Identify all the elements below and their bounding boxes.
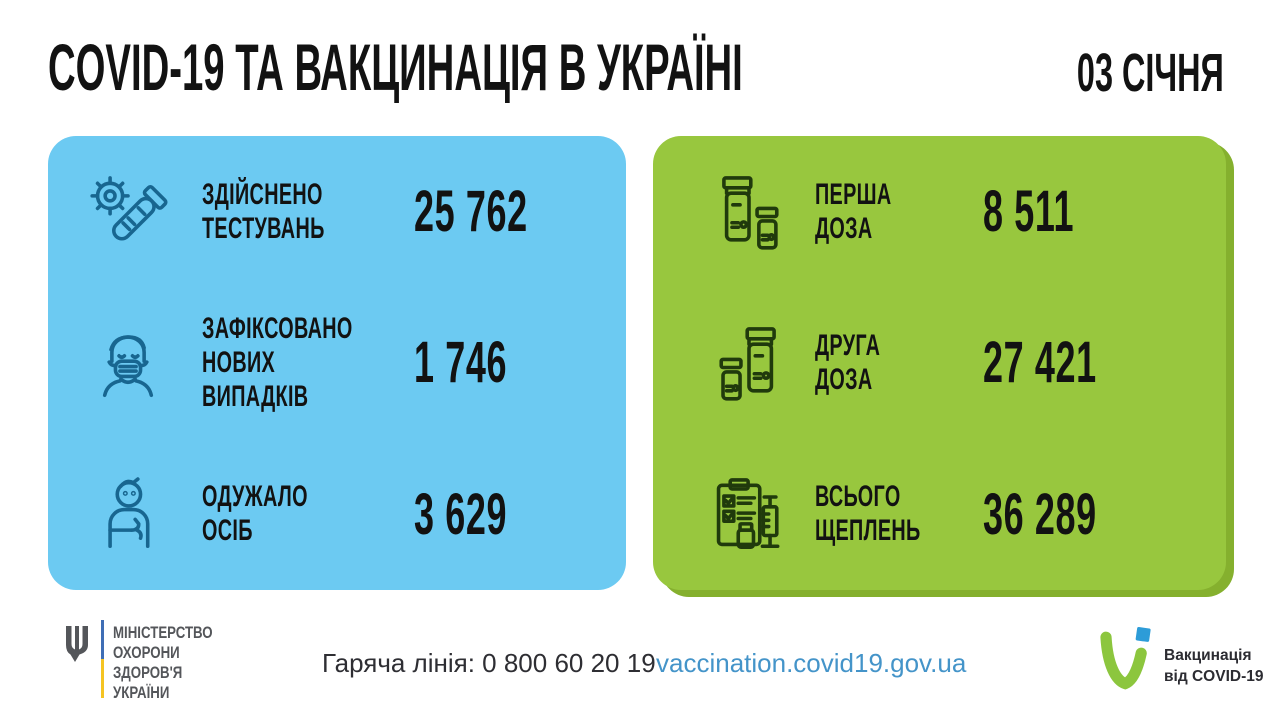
trident-icon xyxy=(66,626,88,662)
stat-label: ПЕРША ДОЗА xyxy=(815,177,892,245)
stat-value-tests: 25 762 xyxy=(414,179,528,245)
flag-divider xyxy=(101,620,104,698)
stat-row-second-dose: ДРУГА ДОЗА 27 421 xyxy=(653,287,1226,438)
ministry-name: МІНІСТЕРСТВО ОХОРОНИ ЗДОРОВ'Я УКРАЇНИ xyxy=(113,623,213,703)
test-tube-virus-icon xyxy=(84,168,172,256)
stat-label: ВСЬОГО ЩЕПЛЕНЬ xyxy=(815,480,921,548)
masked-person-icon xyxy=(84,319,172,407)
stat-value-total-vaccinations: 36 289 xyxy=(983,481,1097,547)
report-date: 03 СІЧНЯ xyxy=(1077,43,1224,103)
stat-row-tests: ЗДІЙСНЕНО ТЕСТУВАНЬ 25 762 xyxy=(48,136,626,287)
campaign-name: Вакцинація від COVID-19 xyxy=(1164,647,1264,685)
stat-label: ЗДІЙСНЕНО ТЕСТУВАНЬ xyxy=(202,177,325,245)
vaccination-report-icon xyxy=(705,470,793,558)
stat-row-new-cases: ЗАФІКСОВАНО НОВИХ ВИПАДКІВ 1 746 xyxy=(48,287,626,438)
page-title: COVID-19 ТА ВАКЦИНАЦІЯ В УКРАЇНІ xyxy=(48,30,743,104)
stat-label: ЗАФІКСОВАНО НОВИХ ВИПАДКІВ xyxy=(202,312,353,413)
vaccine-vials-icon xyxy=(705,168,793,256)
vaccination-campaign-logo: Вакцинація від COVID-19 xyxy=(1098,620,1263,696)
hotline-text: Гаряча лінія: 0 800 60 20 19 xyxy=(322,648,656,678)
stat-row-total-vaccinations: ВСЬОГО ЩЕПЛЕНЬ 36 289 xyxy=(653,439,1226,590)
stat-value-new-cases: 1 746 xyxy=(414,330,508,396)
vaccine-vials-icon xyxy=(705,319,793,407)
stat-label: ДРУГА ДОЗА xyxy=(815,329,881,396)
vaccination-website-link[interactable]: vaccination.covid19.gov.ua xyxy=(656,648,967,678)
recovered-person-icon xyxy=(84,470,172,558)
stat-row-recovered: ОДУЖАЛО ОСІБ 3 629 xyxy=(48,439,626,590)
stat-label: ОДУЖАЛО ОСІБ xyxy=(202,480,308,548)
ministry-logo: МІНІСТЕРСТВО ОХОРОНИ ЗДОРОВ'Я УКРАЇНИ xyxy=(62,620,241,703)
stat-value-second-dose: 27 421 xyxy=(983,330,1097,396)
stat-value-first-dose: 8 511 xyxy=(983,179,1075,245)
stat-value-recovered: 3 629 xyxy=(414,481,508,547)
vaccination-stats-card: ПЕРША ДОЗА 8 511 xyxy=(653,136,1226,590)
campaign-v-icon xyxy=(1100,626,1151,690)
covid-stats-card: ЗДІЙСНЕНО ТЕСТУВАНЬ 25 762 xyxy=(48,136,626,590)
stat-row-first-dose: ПЕРША ДОЗА 8 511 xyxy=(653,136,1226,287)
